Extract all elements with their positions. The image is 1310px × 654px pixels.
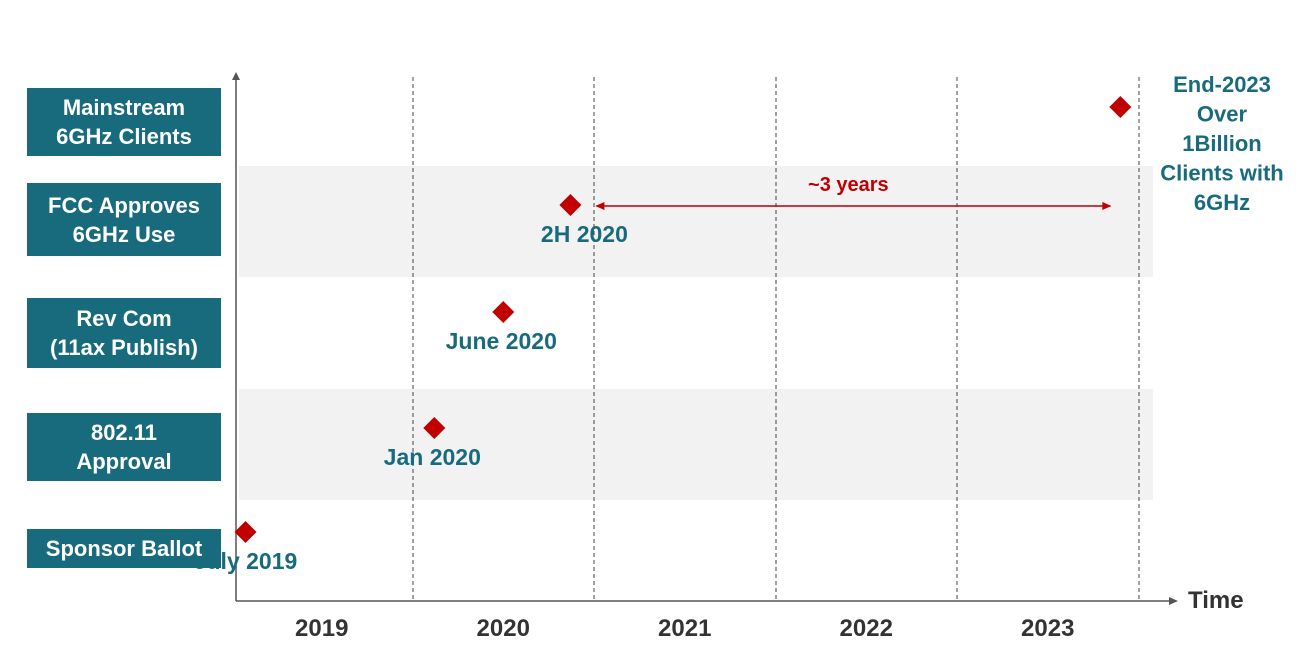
category-label: FCC Approves 6GHz Use bbox=[48, 191, 200, 249]
milestone-label-end-line: Clients with bbox=[1160, 161, 1283, 186]
milestone-label: 2H 2020 bbox=[541, 221, 628, 247]
category-label: 802.11 Approval bbox=[76, 418, 171, 476]
category-label: Mainstream 6GHz Clients bbox=[56, 93, 192, 151]
category-label-line: 802.11 bbox=[90, 420, 158, 445]
x-axis-arrowhead bbox=[1169, 597, 1178, 605]
year-tick-label: 2021 bbox=[658, 615, 711, 642]
category-label: Sponsor Ballot bbox=[46, 534, 202, 563]
milestone-label-end-line: 1Billion bbox=[1182, 131, 1261, 156]
category-box: Mainstream 6GHz Clients bbox=[27, 88, 221, 156]
y-axis-arrowhead bbox=[232, 72, 240, 80]
year-tick-label: 2020 bbox=[477, 615, 530, 642]
category-label-line: Sponsor Ballot bbox=[45, 536, 203, 561]
category-box: Rev Com (11ax Publish) bbox=[27, 298, 221, 368]
category-label-line: 6GHz Clients bbox=[56, 124, 192, 149]
x-axis-title: Time bbox=[1188, 587, 1244, 614]
category-label-line: FCC Approves bbox=[48, 192, 200, 218]
category-box: 802.11 Approval bbox=[27, 413, 221, 481]
row-band bbox=[239, 166, 1153, 277]
category-label: Rev Com (11ax Publish) bbox=[50, 304, 198, 362]
milestone-label: June 2020 bbox=[446, 328, 557, 354]
category-box: Sponsor Ballot bbox=[27, 529, 221, 568]
category-label-line: Mainstream bbox=[62, 95, 186, 120]
span-label: ~3 years bbox=[808, 174, 889, 196]
milestone-marker bbox=[234, 521, 257, 543]
milestone-label-end-line: 6GHz bbox=[1194, 190, 1250, 215]
row-band bbox=[239, 389, 1153, 500]
span-arrowhead-right bbox=[1102, 202, 1112, 210]
milestone-label-end-line: Over bbox=[1197, 102, 1248, 127]
year-tick-label: 2019 bbox=[295, 615, 348, 642]
milestone-marker bbox=[559, 194, 582, 216]
span-arrowhead-left bbox=[595, 202, 605, 210]
category-label-line: Approval bbox=[76, 449, 172, 474]
category-box: FCC Approves 6GHz Use bbox=[27, 183, 221, 256]
year-tick-label: 2023 bbox=[1021, 615, 1074, 642]
milestone-label: Jan 2020 bbox=[384, 444, 481, 470]
milestone-label-end: End-2023 Over 1Billion Clients with 6GHz bbox=[1160, 72, 1283, 215]
category-label-line: Rev Com bbox=[76, 306, 172, 331]
milestone-marker bbox=[492, 301, 515, 323]
year-tick-label: 2022 bbox=[840, 615, 893, 642]
milestone-label-end-line: End-2023 bbox=[1173, 72, 1271, 97]
milestone-marker bbox=[1109, 96, 1132, 118]
category-label-line: 6GHz Use bbox=[72, 221, 176, 247]
milestone-marker bbox=[423, 417, 446, 439]
category-label-line: (11ax Publish) bbox=[50, 335, 198, 360]
